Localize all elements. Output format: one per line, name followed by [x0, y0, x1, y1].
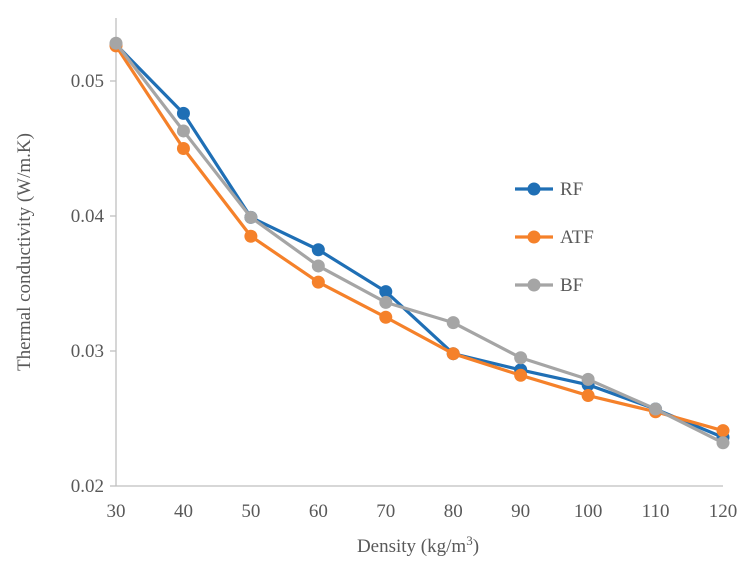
data-point [717, 436, 730, 449]
data-point [244, 230, 257, 243]
data-point [582, 389, 595, 402]
data-point [379, 296, 392, 309]
axes [116, 18, 723, 486]
y-axis-ticks: 0.02 0.03 0.04 0.05 [71, 71, 116, 497]
legend: RF ATF BF [515, 179, 594, 296]
x-tick-label: 110 [642, 501, 670, 522]
series-atf [110, 39, 730, 437]
data-point [514, 369, 527, 382]
data-point [244, 211, 257, 224]
data-point [649, 403, 662, 416]
data-point [312, 243, 325, 256]
data-point [447, 347, 460, 360]
series-bf [110, 37, 730, 450]
series-line [116, 45, 723, 438]
series-rf [110, 38, 730, 444]
y-tick-label: 0.04 [71, 206, 105, 227]
legend-item-atf: ATF [515, 227, 594, 248]
series-line [116, 43, 723, 443]
x-tick-label: 70 [376, 501, 395, 522]
data-point [312, 259, 325, 272]
series-line [116, 46, 723, 431]
legend-marker [528, 231, 541, 244]
x-tick-label: 90 [511, 501, 530, 522]
x-axis-ticks: 30 40 50 60 70 80 90 100 110 120 [107, 501, 738, 522]
legend-marker [528, 279, 541, 292]
legend-marker [528, 183, 541, 196]
series-layer [110, 37, 730, 450]
y-axis-title: Thermal conductivity (W/m.K) [14, 133, 35, 371]
x-tick-label: 40 [174, 501, 193, 522]
x-tick-label: 100 [574, 501, 603, 522]
y-tick-label: 0.03 [71, 341, 104, 362]
data-point [717, 424, 730, 437]
y-tick-label: 0.05 [71, 71, 104, 92]
data-point [447, 316, 460, 329]
legend-item-bf: BF [515, 275, 583, 296]
legend-label: ATF [560, 227, 594, 248]
x-axis-title: Density (kg/m3) [357, 533, 479, 557]
x-tick-label: 80 [444, 501, 463, 522]
data-point [110, 37, 123, 50]
legend-label: BF [560, 275, 583, 296]
data-point [177, 142, 190, 155]
legend-item-rf: RF [515, 179, 583, 200]
data-point [312, 276, 325, 289]
data-point [379, 311, 392, 324]
x-tick-label: 60 [309, 501, 328, 522]
data-point [177, 124, 190, 137]
data-point [582, 373, 595, 386]
data-point [177, 107, 190, 120]
y-tick-label: 0.02 [71, 476, 104, 497]
x-tick-label: 50 [241, 501, 260, 522]
x-tick-label: 120 [709, 501, 738, 522]
legend-label: RF [560, 179, 583, 200]
x-tick-label: 30 [107, 501, 126, 522]
data-point [514, 351, 527, 364]
